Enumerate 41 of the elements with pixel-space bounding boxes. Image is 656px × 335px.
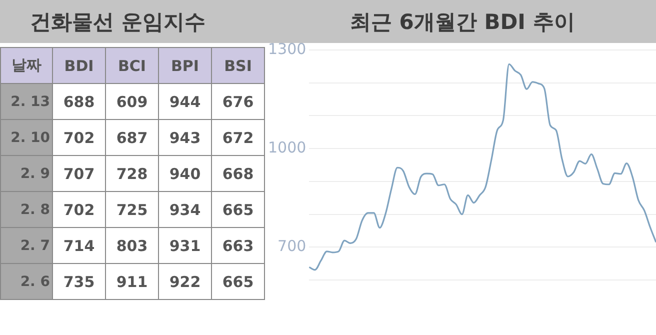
- y-axis-title: 날짜: [1, 48, 53, 84]
- y-tick-label: 2. 10: [1, 120, 53, 156]
- data-label: 911: [106, 264, 159, 300]
- data-label: 714: [53, 228, 106, 264]
- line-series: [308, 63, 656, 271]
- x-tick-label: BDI: [53, 48, 106, 84]
- x-tick-label: BPI: [159, 48, 212, 84]
- data-label: 665: [212, 264, 265, 300]
- data-label: 803: [106, 228, 159, 264]
- data-label: 672: [212, 120, 265, 156]
- data-label: 688: [53, 84, 106, 120]
- data-label: 725: [106, 192, 159, 228]
- data-label: 702: [53, 192, 106, 228]
- data-label: 940: [159, 156, 212, 192]
- y-tick-label: 2. 13: [1, 84, 53, 120]
- y-tick-label: 1300: [268, 40, 306, 58]
- x-tick-label: BSI: [212, 48, 265, 84]
- data-label: 934: [159, 192, 212, 228]
- data-label: 944: [159, 84, 212, 120]
- data-label: 676: [212, 84, 265, 120]
- data-label: 702: [53, 120, 106, 156]
- data-label: 663: [212, 228, 265, 264]
- data-label: 707: [53, 156, 106, 192]
- data-label: 931: [159, 228, 212, 264]
- x-tick-label: BCI: [106, 48, 159, 84]
- data-label: 668: [212, 156, 265, 192]
- data-label: 922: [159, 264, 212, 300]
- data-label: 665: [212, 192, 265, 228]
- chart-title: 최근 6개월간 BDI 추이: [350, 9, 575, 36]
- y-tick-label: 2. 7: [1, 228, 53, 264]
- data-label: 687: [106, 120, 159, 156]
- data-label: 728: [106, 156, 159, 192]
- chart-title: 건화물선 운임지수: [30, 9, 206, 36]
- data-label: 943: [159, 120, 212, 156]
- y-tick-label: 700: [278, 237, 306, 256]
- y-tick-label: 1000: [268, 138, 306, 156]
- data-label: 735: [53, 264, 106, 300]
- data-label: 609: [106, 84, 159, 120]
- y-tick-label: 2. 6: [1, 264, 53, 300]
- y-tick-label: 2. 9: [1, 156, 53, 192]
- y-tick-label: 2. 8: [1, 192, 53, 228]
